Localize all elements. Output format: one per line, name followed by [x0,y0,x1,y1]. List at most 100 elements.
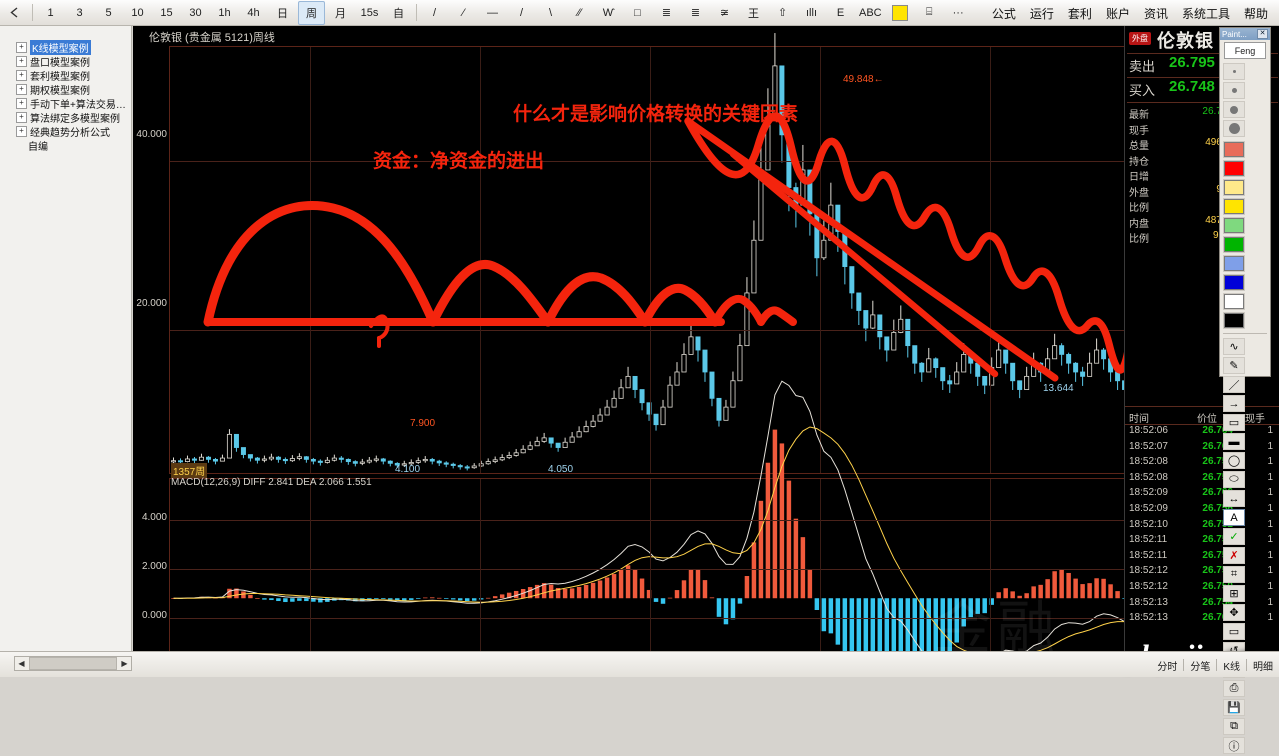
menu-资讯[interactable]: 资讯 [1143,6,1168,21]
back-arrow-icon[interactable] [1,1,28,25]
menu-套利[interactable]: 套利 [1067,6,1092,21]
rectangle-fill-icon[interactable]: ▬ [1223,433,1245,450]
color-3[interactable] [1223,198,1245,215]
rectangle-tool-icon[interactable]: □ [634,6,641,19]
tree-item-2[interactable]: + 套利模型案例 [16,68,132,83]
menu-运行[interactable]: 运行 [1029,6,1054,21]
crop-tool-icon[interactable]: ⌗ [1223,566,1245,583]
cancel-tool-icon[interactable]: ✗ [1223,547,1245,564]
period-30[interactable]: 30 [189,6,202,19]
resize-tool-icon[interactable]: ↔ [1223,490,1245,507]
expand-icon[interactable]: + [16,55,27,67]
palette-name-field[interactable]: Feng [1224,42,1266,59]
color-0[interactable] [1223,141,1245,158]
menu-帮助[interactable]: 帮助 [1243,6,1268,21]
period-4h[interactable]: 4h [247,6,260,19]
tree-item-3[interactable]: + 期权模型案例 [16,82,132,97]
ellipse-fill-icon[interactable]: ⬭ [1223,471,1245,488]
palette-titlebar[interactable]: Paint... ✕ [1220,28,1270,40]
tick-row[interactable]: 18:52:09 26.766 1 [1125,487,1279,503]
expand-icon[interactable]: + [16,125,27,137]
tick-row[interactable]: 18:52:07 26.768 1 [1125,441,1279,457]
status-分时[interactable]: 分时 [1157,661,1178,673]
fib-fan-icon[interactable]: ≣ [690,7,701,19]
paint-palette-window[interactable]: Paint... ✕ Feng ∿✎／→▭▬◯⬭↔A✓✗⌗⊞✥▭↺🗑⎙💾⧉ⓘ [1219,27,1271,754]
status-K线[interactable]: K线 [1223,661,1240,673]
color-5[interactable] [1223,236,1245,253]
expand-icon[interactable]: + [16,97,27,109]
menu-账户[interactable]: 账户 [1105,6,1130,21]
tree-item-5[interactable]: + 算法绑定多模型案例 [16,110,132,125]
horizontal-line-tool-icon[interactable]: — [487,6,498,19]
ellipse-outline-icon[interactable]: ◯ [1223,452,1245,469]
tick-row[interactable]: 18:52:10 26.752 1 [1125,519,1279,535]
curve-tool-icon[interactable]: ∿ [1223,338,1245,355]
bar-chart-icon[interactable]: ıllı [806,6,817,19]
period-15s[interactable]: 15s [360,6,379,19]
brush-xlarge-dot-icon[interactable] [1223,120,1245,137]
tree-item-0[interactable]: + K线模型案例 [16,39,132,55]
period-月[interactable]: 月 [335,7,346,20]
brush-large-dot-icon[interactable] [1223,101,1245,118]
tick-row[interactable]: 18:52:08 26.757 1 [1125,472,1279,488]
info-icon[interactable]: ⓘ [1223,737,1245,754]
period-自[interactable]: 自 [393,7,404,20]
tick-row[interactable]: 18:52:11 26.755 1 [1125,534,1279,550]
tree-item-7[interactable]: 自编 [16,138,132,153]
color-2[interactable] [1223,179,1245,196]
menu-系统工具[interactable]: 系统工具 [1181,6,1230,21]
line-tool-icon[interactable]: ／ [1223,376,1245,393]
text-e-icon[interactable]: E [836,6,845,19]
line-tool-icon[interactable]: / [432,6,437,19]
menu-公式[interactable]: 公式 [991,6,1016,21]
status-明细[interactable]: 明细 [1253,661,1273,673]
period-3[interactable]: 3 [76,6,83,19]
period-15[interactable]: 15 [160,6,173,19]
period-1[interactable]: 1 [47,6,54,19]
color-swatch[interactable] [887,1,914,25]
color-8[interactable] [1223,293,1245,310]
gann-tool-icon[interactable]: 王 [748,7,759,20]
brush-medium-dot-icon[interactable] [1223,82,1245,99]
period-5[interactable]: 5 [105,6,112,19]
color-swatch-box[interactable] [892,4,909,21]
dashed-line-tool-icon[interactable]: ⁄ [462,6,465,19]
eraser-tool-icon[interactable]: ✎ [1223,357,1245,374]
tick-row[interactable]: 18:52:12 26.754 1 [1125,565,1279,581]
tick-row[interactable]: 18:52:11 26.755 1 [1125,550,1279,566]
color-6[interactable] [1223,255,1245,272]
abc-label-icon[interactable]: ABC [859,6,882,19]
ray-tool-icon[interactable]: / [519,6,524,19]
tick-row[interactable]: 18:52:13 26.754 1 [1125,597,1279,613]
down-trend-tool-icon[interactable]: \ [548,6,553,19]
color-7[interactable] [1223,274,1245,291]
tick-list[interactable]: 时间 价位 现手 18:52:06 26.764 1 18:52:07 26.768 1 1… [1125,406,1279,628]
expand-icon[interactable]: + [16,69,27,81]
parallel-channel-tool-icon[interactable]: ⁄⁄ [577,6,582,19]
check-tool-icon[interactable]: ✓ [1223,528,1245,545]
arrow-tool-icon[interactable]: → [1223,395,1245,412]
color-9[interactable] [1223,312,1245,329]
move-tool-icon[interactable]: ✥ [1223,604,1245,621]
arrow-up-tool-icon[interactable]: ⇧ [777,7,788,19]
horizontal-scrollbar[interactable]: ◀ ▶ [14,656,132,671]
scrollbar-thumb[interactable] [29,657,117,670]
tree-item-4[interactable]: +手动下单+算法交易模型案例 [16,96,132,111]
zigzag-tool-icon[interactable]: Ⱳ [602,6,615,19]
expand-icon[interactable]: + [16,83,27,95]
color-1[interactable] [1223,160,1245,177]
period-周[interactable]: 周 [298,0,325,25]
close-icon[interactable]: ✕ [1257,29,1268,39]
tree-item-1[interactable]: + 盘口模型案例 [16,54,132,69]
minus-tool-icon[interactable]: ▭ [1223,623,1245,640]
period-10[interactable]: 10 [131,6,144,19]
expand-icon[interactable]: + [16,111,27,123]
tick-row[interactable]: 18:52:09 26.756 1 [1125,503,1279,519]
save-icon[interactable]: 💾 [1223,699,1245,716]
brush-small-dot-icon[interactable] [1223,63,1245,80]
chart-area[interactable]: 伦敦银 (贵金属 5121)周线 外盘 Delay 40.000 20.000 … [133,26,1279,651]
tree-item-6[interactable]: + 经典趋势分析公式 [16,124,132,139]
more-icon[interactable]: ··· [952,6,964,19]
scroll-left-icon[interactable]: ◀ [18,659,25,668]
settings-icon[interactable]: ⌸ [925,6,933,18]
